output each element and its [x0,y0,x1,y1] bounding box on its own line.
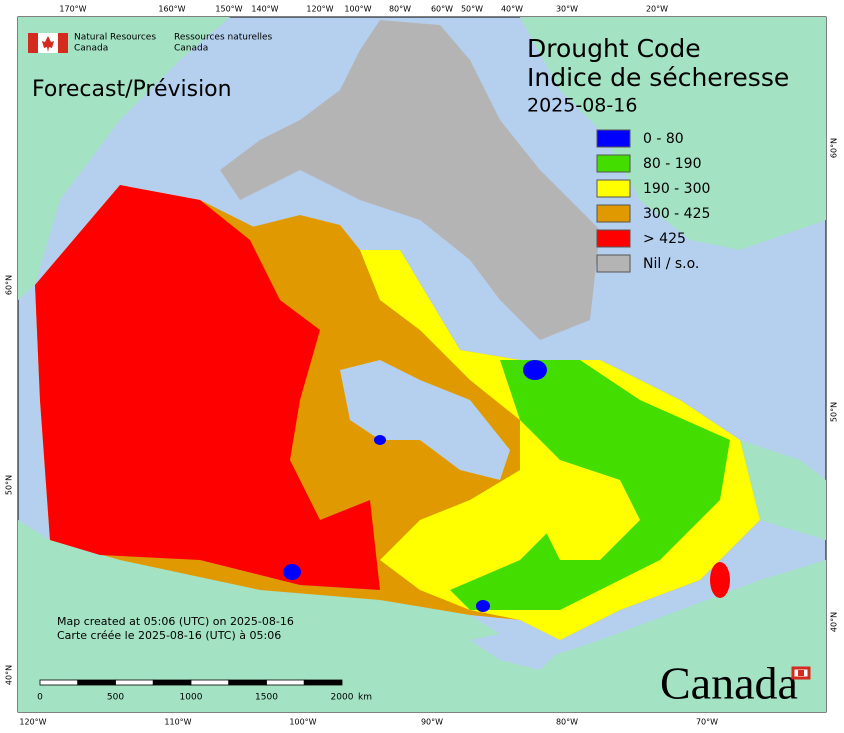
legend-label: 300 - 425 [643,206,710,222]
right-axis-label: 50°N [830,402,839,422]
legend-label: 0 - 80 [643,131,684,147]
scale-label: 2000 [331,693,354,703]
note: Map created at 05:06 (UTC) on 2025-08-16 [57,615,294,628]
right-axis-label: 40°N [830,612,839,632]
scale-segment [190,679,230,686]
top-axis-label: 160°W [158,5,185,14]
region-red [35,185,380,590]
top-axis-label: 80°W [389,5,411,14]
top-axis-label: 20°W [646,5,668,14]
legend-swatch [596,154,631,173]
flag-band [58,33,68,53]
scale-segment [115,679,154,686]
date: 2025-08-16 [527,95,637,117]
scale-segment [152,679,192,686]
hudson-bay [340,360,510,480]
bottom-axis-label: 100°W [289,718,316,727]
wordmark: Canada [660,658,798,709]
bottom-axis-label: 110°W [164,718,191,727]
scale-unit: km [358,693,372,703]
blue-spot [283,564,301,580]
scale-segment [228,679,267,686]
region-yellow-2 [540,460,640,560]
maple-leaf [42,36,54,52]
legend-label: 80 - 190 [643,156,702,172]
top-axis-label: 100°W [344,5,371,14]
arctic-islands [220,20,600,340]
legend-label: Nil / s.o. [643,256,699,272]
legend-swatch [596,254,631,273]
title: Drought Code [527,34,701,63]
forecast-label: Forecast/Prévision [32,77,232,102]
great-lakes [470,630,560,670]
left-axis-label: 60°N [5,275,14,295]
left-axis-label: 40°N [5,665,14,685]
alaska [18,17,230,300]
legend-label: > 425 [643,231,686,247]
top-axis-label: 140°W [251,5,278,14]
red-spot [710,562,730,598]
left-axis-label: 50°N [5,475,14,495]
bottom-axis-label: 90°W [421,718,443,727]
scale-label: 500 [107,693,124,703]
usa [18,520,826,712]
flag-band [28,33,38,53]
scale-segment [266,679,305,686]
scale-label: 1000 [180,693,203,703]
scale-label: 1500 [255,693,278,703]
greenland [520,17,826,250]
legend-swatch [596,229,631,248]
agency-fr: Ressources naturelles [174,33,273,43]
bottom-axis-label: 120°W [19,718,46,727]
legend-label: 190 - 300 [643,181,710,197]
blue-spot [523,360,547,380]
scale-segment [77,679,116,686]
scale-label: 0 [37,693,43,703]
wordmark-leaf [798,670,804,676]
top-axis-label: 30°W [556,5,578,14]
top-axis-label: 170°W [59,5,86,14]
blue-spot [374,435,386,445]
bottom-axis-label: 80°W [556,718,578,727]
agency-en: Canada [74,44,108,54]
legend-swatch [596,129,631,148]
blue-spot [476,600,490,612]
agency-en: Natural Resources [74,33,156,43]
note: Carte créée le 2025-08-16 (UTC) à 05:06 [57,629,281,642]
legend-swatch [596,204,631,223]
top-axis-label: 150°W [215,5,242,14]
top-axis-label: 120°W [306,5,333,14]
bottom-axis-label: 70°W [696,718,718,727]
title: Indice de sécheresse [527,63,789,92]
newfoundland-land [740,440,826,540]
right-axis-label: 60°N [830,138,839,158]
top-axis-label: 40°W [501,5,523,14]
top-axis-label: 60°W [431,5,453,14]
legend-swatch [596,179,631,198]
scale-segment [39,679,79,686]
top-axis-label: 50°W [461,5,483,14]
agency-fr: Canada [174,44,208,54]
scale-segment [303,679,343,686]
